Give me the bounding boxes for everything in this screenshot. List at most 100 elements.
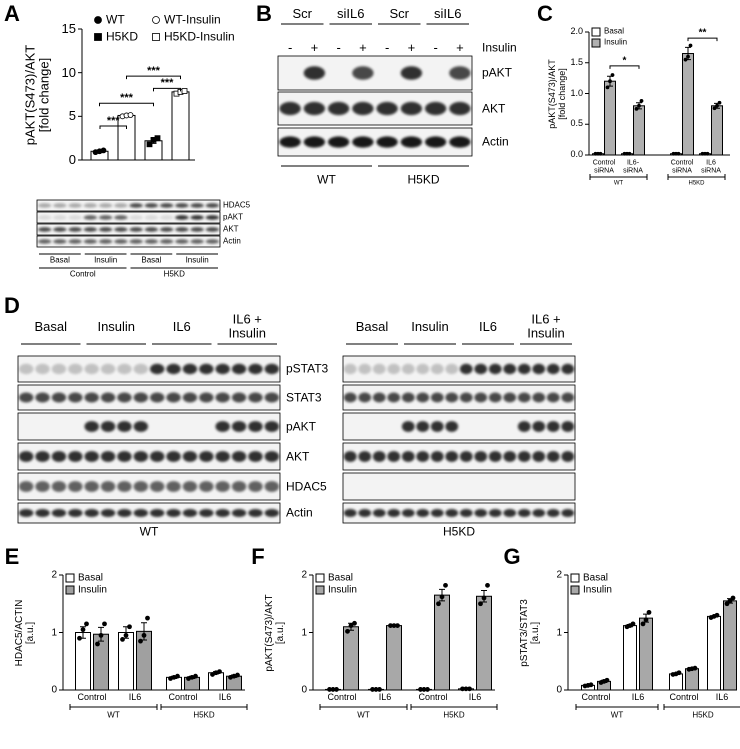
condition-label: Basal bbox=[34, 318, 68, 334]
blot-band bbox=[37, 203, 52, 208]
significance-label: *** bbox=[106, 114, 120, 127]
data-point bbox=[436, 601, 441, 607]
blot-band bbox=[53, 227, 67, 232]
blot-row-label: HDAC5 bbox=[286, 478, 327, 493]
x-tick-label: Control bbox=[77, 692, 107, 703]
blot-band bbox=[53, 215, 67, 220]
blot-band bbox=[84, 392, 99, 403]
blot-band bbox=[133, 363, 149, 375]
group-label: H5KD bbox=[163, 269, 185, 279]
blot-band bbox=[517, 509, 531, 517]
data-point bbox=[377, 687, 382, 692]
blot-band bbox=[182, 451, 198, 462]
blot-band bbox=[100, 451, 116, 462]
blot-band bbox=[372, 363, 386, 375]
blot-band bbox=[68, 451, 83, 462]
blot-band bbox=[117, 421, 132, 432]
legend-swatch bbox=[65, 585, 75, 595]
blot-band bbox=[430, 363, 444, 375]
legend-marker bbox=[152, 33, 160, 41]
data-point bbox=[127, 112, 134, 118]
blot-band bbox=[231, 392, 247, 403]
blot-band bbox=[84, 363, 99, 375]
group-label: H5KD bbox=[692, 710, 714, 720]
data-point bbox=[630, 621, 636, 627]
blot-band bbox=[144, 215, 159, 220]
data-point bbox=[138, 638, 143, 644]
bar bbox=[171, 91, 190, 161]
blot-band bbox=[387, 392, 401, 403]
blot-band bbox=[68, 509, 83, 517]
blot-band bbox=[532, 392, 546, 403]
blot-band bbox=[199, 392, 214, 403]
blot-band bbox=[517, 421, 531, 432]
data-point bbox=[154, 135, 161, 142]
blot-band bbox=[53, 203, 67, 208]
blot-band bbox=[149, 481, 165, 492]
group-label: WT bbox=[139, 524, 159, 539]
blot-band bbox=[149, 363, 165, 375]
blot-band bbox=[546, 509, 560, 517]
significance-bracket bbox=[99, 125, 127, 129]
legend-label: Basal bbox=[78, 572, 104, 584]
blot-band bbox=[175, 215, 189, 220]
blot-band bbox=[459, 392, 473, 403]
blot-band bbox=[51, 509, 67, 517]
lane-label: - bbox=[336, 39, 341, 55]
blot-band bbox=[416, 451, 430, 462]
blot-band bbox=[279, 136, 301, 148]
data-point bbox=[352, 620, 357, 626]
data-point bbox=[686, 54, 690, 59]
blot-band bbox=[133, 451, 149, 462]
blot-band bbox=[387, 363, 401, 375]
condition-label: Basal bbox=[49, 255, 70, 265]
blot-band bbox=[182, 509, 198, 517]
blot-band bbox=[416, 392, 430, 403]
blot-band bbox=[264, 451, 280, 462]
blot-band bbox=[561, 509, 575, 517]
blot-band bbox=[459, 363, 473, 375]
blot-band bbox=[53, 239, 67, 244]
blot-band bbox=[401, 392, 415, 403]
data-point bbox=[395, 623, 400, 628]
blot-row-label: pAKT bbox=[482, 65, 513, 80]
data-point bbox=[727, 598, 733, 604]
blot-band bbox=[372, 392, 386, 403]
blot-band bbox=[546, 363, 560, 375]
legend-label: WT bbox=[106, 12, 125, 27]
legend-label: Insulin bbox=[604, 37, 628, 47]
data-point bbox=[683, 57, 688, 62]
blot-band bbox=[117, 363, 132, 375]
blot-band bbox=[117, 392, 132, 403]
treatment-label: Insulin bbox=[482, 40, 517, 55]
blot-band bbox=[199, 451, 214, 462]
data-point bbox=[123, 632, 129, 638]
blot-band bbox=[190, 203, 204, 208]
blot-band bbox=[51, 451, 67, 462]
condition-label: siIL6 bbox=[337, 5, 365, 21]
blot-band bbox=[190, 239, 204, 244]
blot-band bbox=[517, 363, 531, 375]
data-point bbox=[646, 609, 652, 615]
panel-label: B bbox=[256, 0, 272, 26]
blot-band bbox=[561, 363, 575, 375]
blot-band bbox=[546, 392, 560, 403]
blot-band bbox=[129, 203, 143, 208]
y-tick-label: 0 bbox=[301, 684, 307, 696]
blot-band bbox=[117, 451, 132, 462]
data-point bbox=[443, 582, 448, 588]
blot-band bbox=[231, 509, 247, 517]
blot-band bbox=[68, 215, 82, 220]
blot-band bbox=[327, 136, 350, 148]
blot-band bbox=[18, 363, 34, 375]
blot-band bbox=[459, 509, 473, 517]
blot-band bbox=[503, 509, 517, 517]
blot-band bbox=[84, 481, 99, 492]
blot-band bbox=[98, 203, 113, 208]
blot-band bbox=[231, 363, 247, 375]
group-label: H5KD bbox=[688, 180, 705, 187]
blot-band bbox=[18, 481, 34, 492]
legend-label: H5KD bbox=[106, 29, 139, 44]
blot-band bbox=[149, 451, 165, 462]
blot-row-label: Actin bbox=[482, 134, 509, 149]
